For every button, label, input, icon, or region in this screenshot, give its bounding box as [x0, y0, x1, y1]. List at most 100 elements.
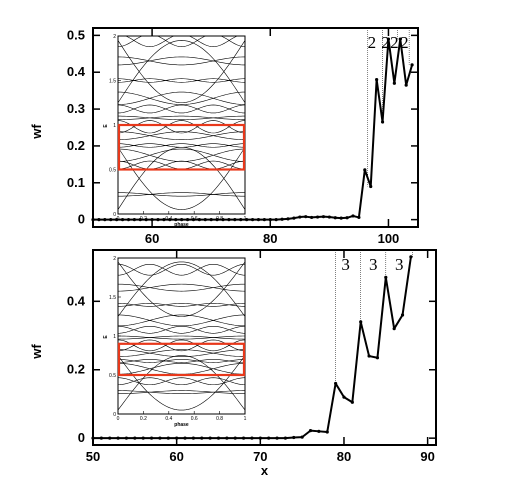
inset-band [117, 160, 246, 170]
data-point [203, 218, 207, 222]
annotation-label: 3 [395, 255, 404, 274]
data-point [227, 218, 231, 222]
data-point [116, 436, 120, 440]
inset-x-tick-label: 0.4 [165, 216, 172, 222]
inset-band [117, 40, 246, 104]
data-point [191, 436, 195, 440]
inset-x-tick-label: 0 [117, 216, 120, 222]
inset-band [117, 355, 246, 411]
data-point [150, 218, 154, 222]
inset-band [117, 325, 246, 334]
data-point [162, 218, 166, 222]
data-point [97, 218, 101, 222]
inset-y-tick-label: 0 [113, 212, 116, 218]
data-point [91, 436, 95, 440]
inset-y-tick-label: 2 [113, 256, 116, 262]
data-point [138, 218, 142, 222]
inset-band [117, 359, 246, 363]
y-tick-label: 0.1 [67, 175, 85, 190]
data-point [410, 63, 414, 67]
y-tick-label: 0.2 [67, 138, 85, 153]
data-point [375, 77, 379, 82]
inset-band [117, 390, 246, 395]
data-point [250, 436, 254, 440]
data-point [99, 436, 103, 440]
data-point [357, 215, 361, 220]
y-tick-label: 0.2 [67, 362, 85, 377]
inset-band [117, 115, 246, 120]
inset-band [117, 302, 246, 307]
data-point [126, 218, 131, 222]
data-point [400, 313, 405, 317]
data-point [241, 436, 246, 440]
inset-y-tick-label: 0.5 [109, 373, 116, 379]
data-point [141, 436, 145, 440]
inset-band [117, 314, 246, 327]
data-point [369, 184, 373, 189]
x-tick-label: 80 [337, 449, 351, 464]
data-point [283, 436, 288, 440]
inset-y-tick-label: 2 [113, 34, 116, 40]
inset-x-tick-label: 0.4 [165, 416, 172, 422]
data-point [267, 436, 271, 440]
axes-frame [92, 27, 419, 228]
y-tick-label: 0.4 [67, 64, 86, 79]
inset-y-axis-title: E [103, 124, 109, 128]
data-point [239, 218, 243, 222]
inset-highlight-box [117, 342, 246, 377]
inset-band [117, 349, 246, 357]
x-tick-label: 80 [263, 231, 277, 246]
inset-band [117, 148, 246, 162]
annotation-label: 3 [341, 255, 350, 274]
data-point [124, 436, 129, 440]
x-tick-label: 60 [145, 231, 159, 246]
data-point [286, 217, 290, 221]
data-point [221, 218, 225, 222]
data-point [216, 436, 221, 440]
data-point [398, 37, 402, 41]
inset-band [117, 56, 246, 66]
inset-x-tick-label: 1 [244, 416, 247, 422]
annotation-label: 2 [381, 33, 390, 52]
data-point [133, 436, 137, 440]
data-point [208, 436, 212, 440]
data-point [268, 218, 272, 222]
data-point [384, 275, 388, 279]
data-point [304, 215, 308, 219]
inset-y-tick-label: 1 [113, 123, 116, 129]
data-point [197, 218, 201, 222]
inset-band [117, 261, 246, 317]
data-point [166, 436, 170, 440]
inset-band [117, 143, 246, 148]
inset-band [117, 390, 246, 395]
data-point [262, 218, 266, 222]
data-point [225, 436, 229, 440]
inset-band [117, 339, 246, 352]
inset-x-tick-label: 0.6 [191, 416, 198, 422]
data-point [317, 429, 321, 433]
data-point [350, 400, 354, 404]
inset-band [117, 335, 246, 340]
inset-x-axis-title: phase [174, 422, 189, 428]
data-point [156, 218, 160, 222]
inset-y-tick-label: 1.5 [109, 295, 116, 301]
data-point [359, 320, 363, 324]
data-point [404, 83, 408, 87]
data-point [342, 395, 346, 399]
inset-y-tick-label: 1.5 [109, 79, 116, 85]
y-tick-label: 0.5 [67, 27, 85, 42]
data-point [321, 215, 326, 219]
x-tick-label: 90 [420, 449, 434, 464]
data-point [325, 430, 329, 434]
data-point [233, 436, 237, 440]
inset-band [117, 78, 246, 83]
inset-band [117, 131, 246, 140]
data-point [175, 436, 179, 440]
data-point [275, 436, 279, 440]
inset-band [117, 115, 246, 120]
data-point [351, 214, 355, 218]
data-point [256, 218, 261, 222]
data-point [327, 215, 331, 219]
data-point [380, 120, 385, 124]
